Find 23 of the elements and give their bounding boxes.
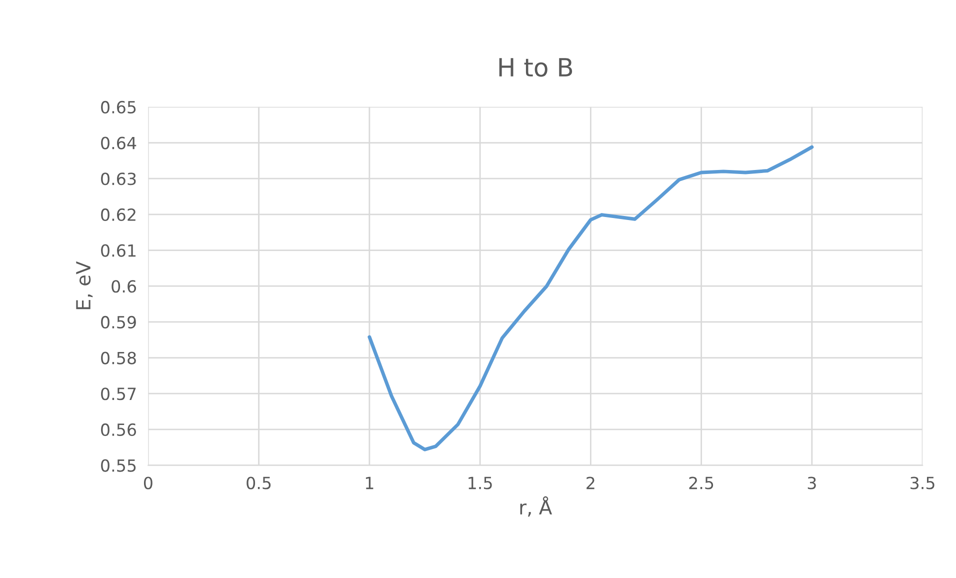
x-tick-label: 1 xyxy=(366,476,374,490)
y-axis-title: E, eV xyxy=(76,261,93,310)
y-tick-label: 0.63 xyxy=(101,172,136,186)
y-tick-label: 0.56 xyxy=(101,423,136,436)
x-tick-label: 0 xyxy=(144,476,152,490)
x-tick-label: 2 xyxy=(586,476,594,490)
y-tick-label: 0.57 xyxy=(101,388,136,400)
y-tick-label: 0.61 xyxy=(101,244,136,257)
y-tick-label: 0.6 xyxy=(112,280,136,293)
x-tick-label: 1.5 xyxy=(468,476,492,490)
line-series xyxy=(368,145,814,452)
y-tick-label: 0.55 xyxy=(101,459,136,472)
x-tick-label: 0.5 xyxy=(246,476,271,490)
y-tick-label: 0.64 xyxy=(101,136,136,150)
y-tick-label: 0.65 xyxy=(101,100,136,114)
y-tick-label: 0.58 xyxy=(101,352,136,364)
x-tick-label: 3.5 xyxy=(910,476,934,490)
y-tick-label: 0.59 xyxy=(101,316,136,329)
x-tick-label: 3 xyxy=(808,476,816,490)
chart-title: H to B xyxy=(499,58,572,77)
x-axis-title: r, Å xyxy=(520,496,552,517)
x-tick-label: 2.5 xyxy=(689,476,714,490)
y-tick-label: 0.62 xyxy=(101,208,136,222)
